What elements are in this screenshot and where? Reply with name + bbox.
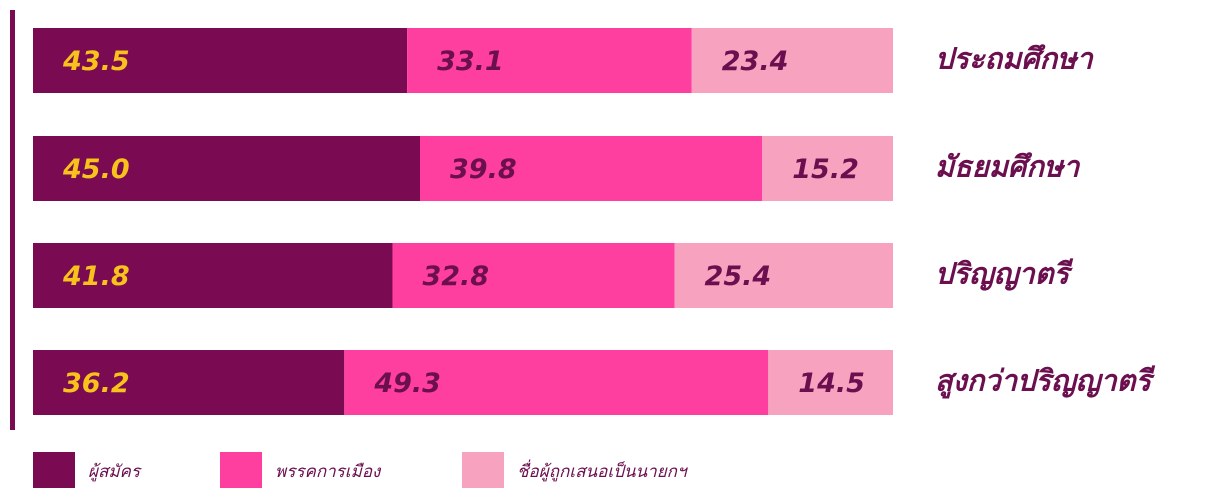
- value-label: 33.1: [437, 46, 504, 77]
- value-label: 15.2: [792, 154, 859, 185]
- value-label: 49.3: [373, 368, 441, 399]
- bar-segment: [420, 136, 763, 201]
- category-label: มัธยมศึกษา: [935, 150, 1081, 184]
- category-label: ประถมศึกษา: [935, 42, 1094, 76]
- legend-label: ชื่อผู้ถูกเสนอเป็นนายกฯ: [517, 459, 688, 482]
- value-label: 43.5: [62, 46, 130, 77]
- bar-segment: [768, 350, 893, 415]
- value-label: 45.0: [62, 154, 130, 185]
- value-label: 39.8: [450, 154, 517, 185]
- bar-segment: [392, 243, 675, 308]
- value-label: 41.8: [62, 261, 130, 292]
- category-label: ปริญญาตรี: [935, 257, 1074, 292]
- legend-swatch: [462, 452, 504, 488]
- legend-label: พรรคการเมือง: [275, 462, 382, 482]
- bar-segment: [407, 28, 692, 93]
- legend-label: ผู้สมัคร: [88, 462, 142, 482]
- category-label: สูงกว่าปริญญาตรี: [935, 364, 1156, 400]
- bar-segment: [33, 243, 393, 308]
- value-label: 32.8: [422, 261, 489, 292]
- value-label: 14.5: [798, 368, 865, 399]
- value-label: 36.2: [63, 368, 130, 399]
- left-rule: [10, 10, 15, 430]
- legend-swatch: [220, 452, 262, 488]
- bar-segment: [691, 28, 893, 93]
- value-label: 25.4: [705, 261, 772, 292]
- bar-segment: [33, 136, 420, 201]
- bar-segment: [674, 243, 893, 308]
- bar-segment: [762, 136, 893, 201]
- bar-segment: [33, 28, 408, 93]
- bar-segment: [33, 350, 345, 415]
- legend-swatch: [33, 452, 75, 488]
- value-label: 23.4: [722, 46, 789, 77]
- bar-segment: [344, 350, 769, 415]
